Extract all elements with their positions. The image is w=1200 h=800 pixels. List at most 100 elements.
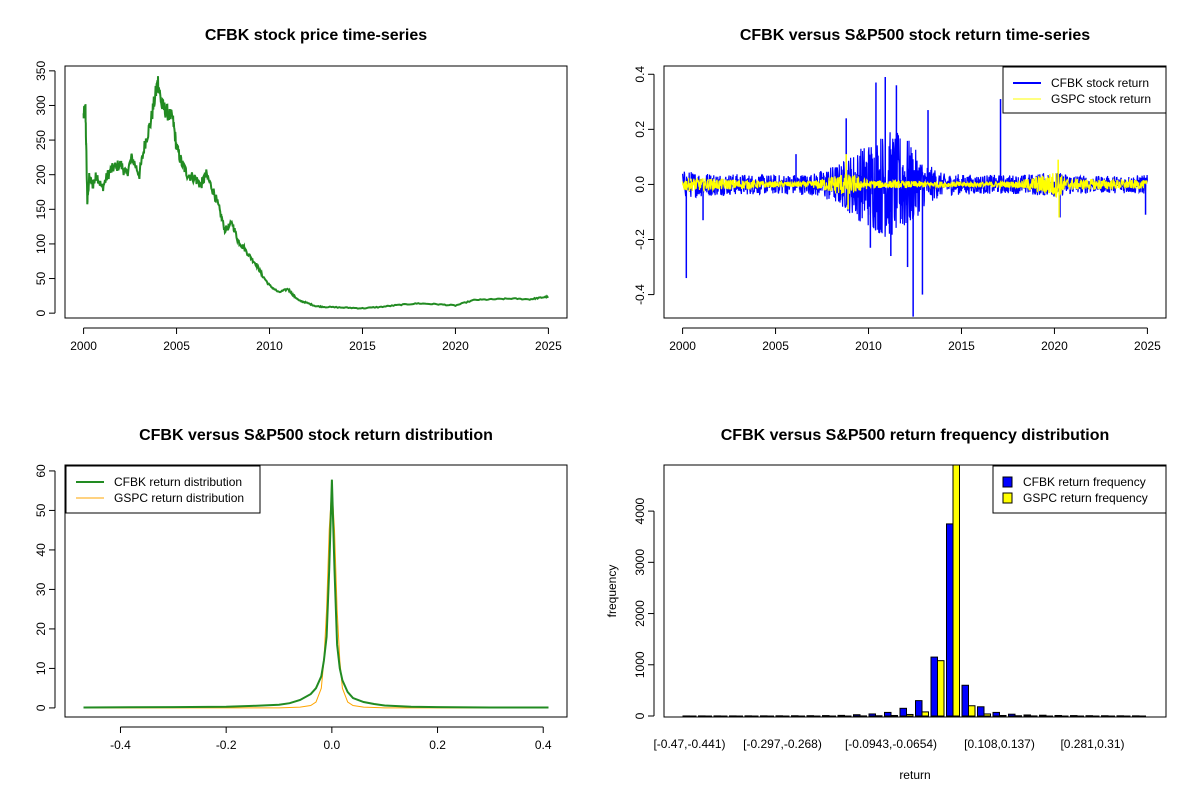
x-tick-label: 2015: [948, 339, 975, 353]
x-tick-label: 2005: [762, 339, 789, 353]
gspc-frequency-bar: [1092, 715, 1100, 718]
y-tick-label: 150: [34, 199, 48, 219]
legend-label: CFBK return frequency: [1023, 475, 1146, 489]
gspc-frequency-bar: [875, 715, 883, 717]
y-tick-label: 100: [34, 234, 48, 254]
y-tick-label: 0.2: [633, 121, 647, 138]
y-tick-label: 0: [633, 712, 647, 719]
x-tick-label: 0.4: [535, 738, 552, 752]
y-tick-label: 2000: [633, 600, 647, 627]
cfbk-frequency-bar: [930, 656, 938, 717]
gspc-frequency-bar: [890, 714, 898, 717]
y-tick-label: 60: [34, 464, 48, 478]
gspc-frequency-bar: [689, 715, 697, 718]
price-line: [82, 76, 549, 310]
y-tick-label: 200: [34, 164, 48, 184]
legend-label: CFBK return distribution: [114, 475, 242, 489]
cfbk-frequency-bar: [729, 715, 737, 717]
cfbk-frequency-bar: [1070, 715, 1078, 717]
cfbk-frequency-bar: [961, 684, 969, 717]
x-category-label: [-0.47,-0.441): [653, 737, 725, 751]
gspc-return-line: [682, 172, 1148, 198]
y-tick-label: 10: [34, 661, 48, 675]
gspc-frequency-bar: [983, 713, 991, 717]
y-tick-label: 3000: [633, 549, 647, 576]
x-tick-label: 2010: [256, 339, 283, 353]
cfbk-frequency-bar: [1008, 713, 1016, 717]
cfbk-frequency-bar: [915, 700, 923, 717]
cfbk-frequency-bar: [1132, 715, 1140, 717]
cfbk-frequency-bar: [1054, 714, 1062, 717]
cfbk-frequency-bar: [682, 715, 690, 718]
x-tick-label: -0.4: [110, 738, 131, 752]
y-tick-label: 50: [34, 272, 48, 286]
gspc-frequency-bar: [1138, 715, 1146, 718]
gspc-frequency-bar: [844, 715, 852, 718]
y-tick-label: 20: [34, 622, 48, 636]
cfbk-frequency-bar: [1039, 714, 1047, 717]
chart-title: CFBK versus S&P500 return frequency dist…: [721, 427, 1110, 444]
x-tick-label: 2025: [1134, 339, 1161, 353]
x-tick-label: 2025: [535, 339, 562, 353]
gspc-frequency-bar: [1107, 715, 1115, 718]
gspc-frequency-bar: [1061, 715, 1069, 718]
cfbk-frequency-bar: [1085, 715, 1093, 717]
plot-frame: [663, 65, 1167, 319]
gspc-frequency-bar: [766, 715, 774, 718]
y-tick-label: -0.4: [633, 284, 647, 305]
y-tick-label: 0.0: [633, 176, 647, 193]
gspc-frequency-bar: [782, 715, 790, 718]
y-tick-label: -0.2: [633, 229, 647, 250]
x-category-label: [0.108,0.137): [964, 737, 1035, 751]
gspc-frequency-bar: [735, 715, 743, 718]
y-tick-label: 350: [34, 61, 48, 81]
plot-frame: [64, 65, 568, 319]
cfbk-frequency-bar: [713, 715, 721, 717]
chart-title: CFBK versus S&P500 stock return time-ser…: [740, 27, 1090, 44]
gspc-frequency-bar: [859, 715, 867, 717]
gspc-frequency-bar: [906, 713, 914, 717]
y-axis-title: frequency: [605, 565, 619, 618]
gspc-frequency-bar: [797, 715, 805, 718]
legend-label: CFBK stock return: [1051, 76, 1149, 90]
gspc-frequency-bar: [1123, 715, 1131, 718]
gspc-frequency-bar: [704, 715, 712, 718]
cfbk-frequency-bar: [868, 713, 876, 717]
chart-title: CFBK versus S&P500 stock return distribu…: [139, 427, 493, 444]
cfbk-frequency-bar: [977, 706, 985, 717]
gspc-frequency-bar: [813, 715, 821, 718]
legend-label: GSPC return frequency: [1023, 491, 1148, 505]
cfbk-frequency-bar: [775, 715, 783, 717]
x-tick-label: 0.0: [324, 738, 341, 752]
x-category-label: [-0.0943,-0.0654): [845, 737, 937, 751]
x-tick-label: 2010: [855, 339, 882, 353]
chart-title: CFBK stock price time-series: [205, 27, 427, 44]
legend-box: [1002, 66, 1167, 114]
legend-swatch: [1002, 476, 1013, 488]
gspc-frequency-bar: [1030, 715, 1038, 717]
x-tick-label: 2020: [442, 339, 469, 353]
cfbk-frequency-bar: [698, 715, 706, 717]
x-tick-label: -0.2: [216, 738, 237, 752]
gspc-frequency-bar: [999, 714, 1007, 717]
legend-label: GSPC return distribution: [114, 491, 244, 505]
x-category-label: [-0.297,-0.268): [743, 737, 822, 751]
x-tick-label: 2000: [70, 339, 97, 353]
x-tick-label: 2015: [349, 339, 376, 353]
plot-frame: [64, 464, 568, 718]
y-tick-label: 4000: [633, 497, 647, 524]
legend-swatch: [1002, 492, 1013, 504]
cfbk-frequency-bar: [837, 714, 845, 717]
gspc-frequency-bar: [1076, 715, 1084, 718]
gspc-frequency-bar: [968, 705, 976, 717]
gspc-frequency-bar: [828, 715, 836, 718]
gspc-frequency-bar: [720, 715, 728, 718]
cfbk-frequency-bar: [791, 715, 799, 717]
cfbk-frequency-bar: [899, 707, 907, 717]
x-category-label: [0.281,0.31): [1060, 737, 1124, 751]
legend-label: GSPC stock return: [1051, 92, 1151, 106]
y-tick-label: 1000: [633, 651, 647, 678]
y-tick-label: 50: [34, 503, 48, 517]
cfbk-frequency-bar: [760, 715, 768, 717]
x-axis-title: return: [899, 768, 930, 782]
